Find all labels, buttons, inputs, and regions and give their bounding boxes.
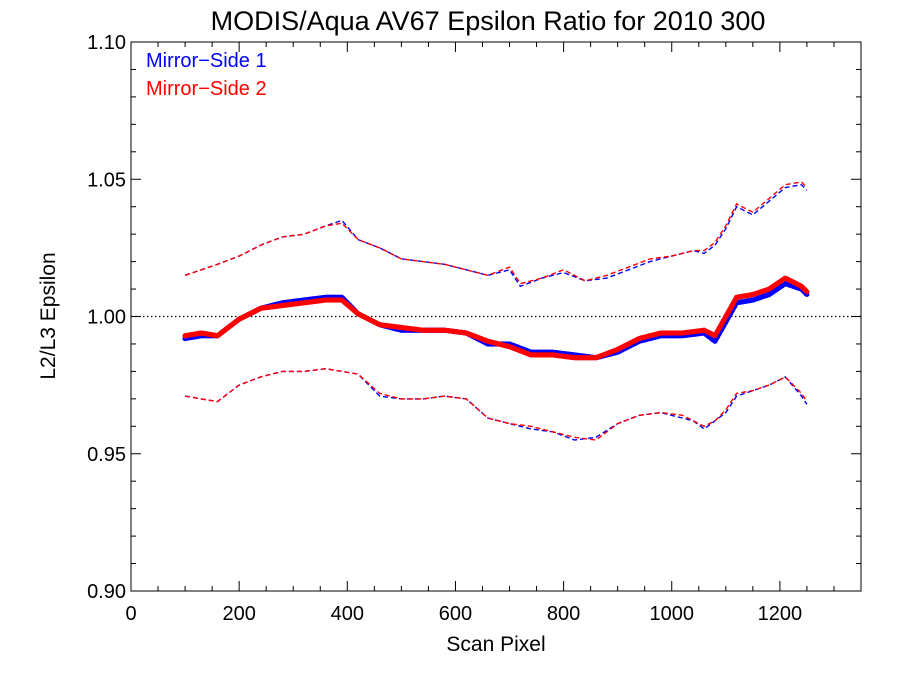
x-tick-label: 800 <box>547 603 580 625</box>
series-2-lower-bound-line <box>184 367 808 441</box>
series-2-upper-bound-line <box>184 181 808 285</box>
series-2-point <box>721 317 727 323</box>
series-2-point <box>712 333 718 339</box>
y-tick-label: 1.05 <box>87 169 126 191</box>
series-2-point <box>723 313 729 320</box>
y-tick-label: 0.90 <box>87 581 126 603</box>
x-axis-label: Scan Pixel <box>446 633 545 656</box>
axes-layer: 0 200 400 600 800 1000 1200 0.90 0.95 1.00 1.05 1.1… <box>87 32 862 625</box>
x-tick-label: 1200 <box>758 603 803 625</box>
series-1-point <box>712 338 718 344</box>
x-tick-label: 0 <box>125 603 136 625</box>
series-2-point <box>727 306 733 312</box>
series-2-point <box>716 325 722 331</box>
legend-entry-2: Mirror−Side 2 <box>146 78 267 100</box>
series-layer <box>182 181 810 441</box>
y-tick-label: 1.10 <box>87 32 126 54</box>
x-tick-label: 400 <box>331 603 364 625</box>
legend-entry-1: Mirror−Side 1 <box>146 50 267 72</box>
x-tick-label: 200 <box>222 603 255 625</box>
chart-title: MODIS/Aqua AV67 Epsilon Ratio for 2010 3… <box>211 6 766 36</box>
legend: Mirror−Side 1 Mirror−Side 2 <box>146 50 267 100</box>
x-tick-label: 1000 <box>649 603 694 625</box>
series-2-point <box>729 302 735 308</box>
series-2-point <box>718 321 725 327</box>
y-tick-label: 0.95 <box>87 444 126 466</box>
series-2-point <box>714 329 720 335</box>
series-2 <box>182 181 810 441</box>
y-tick-label: 1.00 <box>87 307 126 329</box>
series-2-point <box>731 298 738 304</box>
x-tick-label: 600 <box>439 603 472 625</box>
y-axis-label: L2/L3 Epsilon <box>37 252 60 379</box>
series-1-upper-bound-line <box>184 183 808 288</box>
series-2-point <box>725 310 731 316</box>
series-2-point <box>803 288 809 294</box>
